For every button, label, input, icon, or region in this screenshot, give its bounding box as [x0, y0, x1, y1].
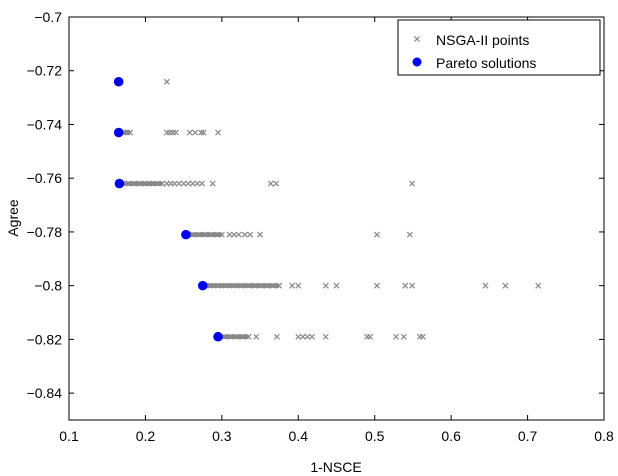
y-tick-label: −0.84	[27, 385, 63, 401]
nsga-point	[482, 282, 489, 289]
nsga-point	[235, 231, 242, 238]
x-tick-label: 0.7	[518, 428, 538, 444]
y-tick-label: −0.72	[27, 63, 63, 79]
nsga-point	[185, 180, 192, 187]
nsga-point	[419, 333, 426, 340]
y-tick-label: −0.8	[34, 278, 62, 294]
nsga-point	[373, 231, 381, 238]
pareto-point	[181, 229, 191, 240]
legend-label-pareto: Pareto solutions	[436, 55, 536, 71]
nsga-point	[322, 333, 329, 340]
nsga-point	[180, 180, 187, 187]
x-tick-label: 0.3	[212, 428, 232, 444]
nsga-point	[186, 129, 193, 136]
nsga-point	[273, 180, 280, 187]
nsga-point	[215, 129, 222, 136]
legend: NSGA-II points Pareto solutions	[397, 19, 601, 76]
pareto-point	[113, 127, 124, 138]
legend-box	[397, 19, 601, 76]
nsga-point	[502, 282, 509, 289]
nsga-point	[309, 333, 316, 340]
legend-dot-marker-icon	[412, 57, 422, 67]
x-tick-label: 0.5	[365, 428, 385, 444]
nsga-point	[241, 231, 248, 238]
plot-area	[68, 16, 605, 421]
x-tick-label: 0.1	[59, 428, 79, 444]
x-tick-label: 0.4	[289, 428, 309, 444]
nsga-point	[393, 333, 400, 340]
nsga-point	[171, 180, 178, 187]
nsga-point	[406, 231, 413, 238]
nsga-point	[163, 78, 170, 85]
nsga-point	[189, 180, 196, 187]
nsga-point	[247, 231, 254, 238]
nsga-point	[535, 282, 542, 289]
nsga-point	[367, 333, 374, 340]
nsga-point	[402, 282, 409, 289]
nsga-point	[295, 282, 302, 289]
nsga-point	[209, 180, 216, 187]
y-tick-label: −0.78	[27, 224, 63, 240]
x-tick-label: 0.6	[441, 428, 461, 444]
nsga-point	[400, 333, 407, 340]
nsga-point	[200, 129, 207, 136]
nsga-point	[295, 333, 302, 340]
nsga-point	[373, 282, 381, 289]
nsga-point	[289, 282, 296, 289]
axis-ticks: 0.1 0.2 0.3 0.4 0.5 0.6 0.7 0.8 −0.7 −0.72 −0.74 −0…	[27, 9, 614, 444]
nsga-point	[231, 231, 238, 238]
nsga-point	[273, 333, 280, 340]
series-pareto-solutions	[113, 76, 223, 342]
nsga-point	[172, 129, 180, 136]
x-axis-label: 1-NSCE	[310, 459, 361, 475]
x-tick-label: 0.2	[136, 428, 156, 444]
y-tick-label: −0.76	[27, 170, 63, 186]
y-tick-label: −0.82	[27, 331, 63, 347]
y-tick-label: −0.74	[27, 116, 63, 132]
legend-x-marker-icon	[413, 35, 421, 43]
nsga-point	[176, 180, 183, 187]
pareto-point	[113, 76, 124, 87]
nsga-point	[198, 129, 205, 136]
nsga-point	[257, 231, 264, 238]
nsga-point	[192, 129, 199, 136]
x-tick-label: 0.8	[594, 428, 614, 444]
series-nsga-ii-points	[117, 78, 542, 340]
legend-label-nsga: NSGA-II points	[436, 32, 529, 48]
legend-x-glyph	[413, 35, 421, 43]
y-tick-label: −0.7	[34, 9, 62, 25]
pareto-point	[213, 331, 223, 342]
nsga-point	[194, 180, 201, 187]
nsga-point	[253, 333, 260, 340]
nsga-point	[322, 282, 329, 289]
y-axis-label: Agree	[5, 199, 21, 237]
pareto-point	[114, 178, 125, 189]
nsga-point	[409, 180, 416, 187]
nsga-point	[409, 282, 416, 289]
nsga-point	[299, 333, 306, 340]
nsga-point	[333, 282, 340, 289]
nsga-point	[267, 180, 274, 187]
pareto-point	[197, 280, 208, 291]
nsga-point	[198, 180, 206, 187]
nsga-point	[304, 333, 311, 340]
nsga-point	[226, 231, 233, 238]
